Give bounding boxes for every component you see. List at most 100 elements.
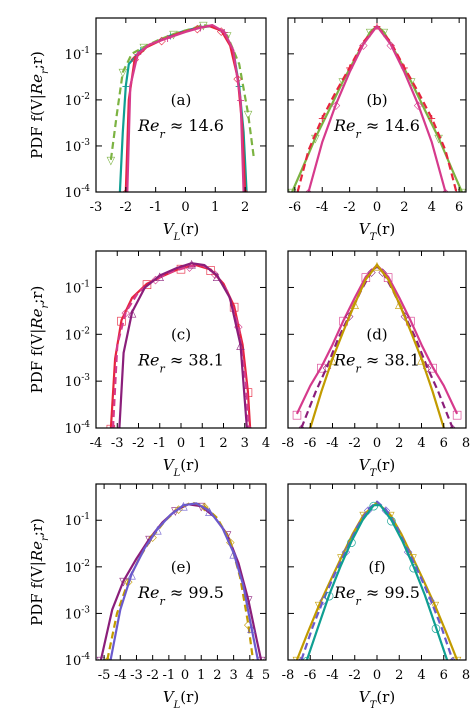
y-tick-label: 10-4 <box>65 652 91 669</box>
reynolds-label: Rer ≈ 99.5 <box>137 583 224 608</box>
y-axis-label: PDF f(V|Rer;r) <box>28 51 51 159</box>
data-point: + <box>452 186 461 199</box>
x-tick-label: 8 <box>462 436 470 451</box>
data-point: ◇ <box>234 320 243 333</box>
data-point: □ <box>427 361 437 374</box>
series-line <box>300 265 454 428</box>
panel-label: (b) <box>366 91 387 109</box>
panel-c: □□□□ □□□◇◇◇◇◇◇◇△△△△△△10-110-210-310-4-4 -3… <box>65 250 270 479</box>
y-tick-label: 10-1 <box>65 279 90 296</box>
axes-frame <box>95 483 267 661</box>
x-tick-label: -2 <box>132 436 145 451</box>
x-tick-label: 0 <box>373 668 381 683</box>
reynolds-label: Rer ≈ 14.6 <box>137 116 224 141</box>
data-point: □ <box>383 271 393 284</box>
x-tick-label: 8 <box>462 668 470 683</box>
x-tick-label: 1 <box>198 436 206 451</box>
data-point: ◇ <box>131 52 140 65</box>
x-tick-label: -2 <box>348 436 361 451</box>
data-point: ◇ <box>109 422 118 435</box>
axes-frame <box>95 17 267 193</box>
data-point: ▽ <box>431 599 440 612</box>
series-line <box>305 504 449 660</box>
data-point: ▽ <box>315 599 324 612</box>
x-tick-label: -1 <box>163 668 176 683</box>
data-point: ○ <box>409 561 419 574</box>
data-point: △ <box>351 298 360 311</box>
x-tick-label: -6 <box>304 436 317 451</box>
data-point: ▽ <box>434 132 443 145</box>
data-point: + <box>242 186 251 199</box>
data-point: ◇ <box>297 654 306 667</box>
x-tick-label: 2 <box>219 436 227 451</box>
data-point: + <box>123 186 132 199</box>
x-axis-label: VL(r) <box>163 220 199 243</box>
data-point: ◇ <box>364 504 373 517</box>
data-point: □ <box>106 422 116 435</box>
y-tick-label: 10-2 <box>65 559 90 576</box>
data-point: ◇ <box>359 38 368 51</box>
data-point: △ <box>247 621 256 634</box>
data-point: + <box>427 112 436 125</box>
series-line <box>109 502 259 660</box>
x-tick-label: 4 <box>417 436 425 451</box>
panel-d: □□□□ □□□□◇◇◇◇ ◇◇◇◇△△△△△△△-8 -6 -4 -2 0 2 4 6 8VT(r… <box>282 250 470 479</box>
series-line <box>124 25 247 192</box>
x-tick-label: -2 <box>348 668 361 683</box>
data-point: △ <box>187 257 196 270</box>
data-point: □ <box>116 314 126 327</box>
x-tick-label: -4 <box>326 668 339 683</box>
series-line <box>296 25 458 192</box>
panel-label: (f) <box>368 558 385 576</box>
series-line <box>309 264 445 428</box>
y-tick-label: 10-4 <box>65 420 91 437</box>
data-point: ▽ <box>408 551 417 564</box>
data-point: ◇ <box>297 422 306 435</box>
data-point: □ <box>229 300 239 313</box>
series-line <box>111 264 251 428</box>
x-tick-label: 6 <box>440 436 448 451</box>
data-point: + <box>163 32 172 45</box>
data-point: ▽ <box>380 26 389 39</box>
data-point: ◇ <box>423 361 432 374</box>
y-tick-label: 10-2 <box>65 326 90 343</box>
data-point: □ <box>316 361 326 374</box>
data-point: + <box>345 62 354 75</box>
data-point: ◇ <box>448 422 457 435</box>
data-point: + <box>121 80 130 93</box>
data-point: ▽ <box>453 654 462 667</box>
y-tick-label: 10-3 <box>65 373 91 390</box>
panel-e: ▽▽▽▽ ▽▽▽▽◇◇◇◇ ◇◇◇△△△△ △△△10-110-210-310-4-5… <box>65 483 270 711</box>
series-line <box>118 262 248 428</box>
series-line <box>300 500 454 660</box>
series-line <box>295 501 459 660</box>
x-tick-label: 0 <box>373 200 381 215</box>
reynolds-label: Rer ≈ 38.1 <box>333 351 420 376</box>
y-tick-label: 10-2 <box>65 92 90 109</box>
data-point: ◇ <box>414 98 423 111</box>
data-point: ◇ <box>441 186 450 199</box>
panel-label: (d) <box>366 326 387 344</box>
series-line <box>126 24 245 192</box>
x-tick-label: -2 <box>119 200 132 215</box>
data-point: + <box>400 62 409 75</box>
data-point: ▽ <box>257 654 266 667</box>
x-tick-label: -5 <box>98 668 111 683</box>
x-tick-label: 1 <box>211 200 219 215</box>
x-tick-label: 0 <box>181 668 189 683</box>
x-tick-label: -4 <box>114 668 127 683</box>
data-point: + <box>220 26 229 39</box>
data-point: ▽ <box>119 575 128 588</box>
data-point: ▽ <box>119 66 128 79</box>
x-tick-label: -6 <box>289 200 302 215</box>
data-point: ◇ <box>244 618 253 631</box>
x-tick-label: -3 <box>111 436 124 451</box>
x-axis-label: VT(r) <box>359 220 395 243</box>
x-tick-label: -2 <box>146 668 159 683</box>
data-point: ▽ <box>244 593 253 606</box>
data-point: △ <box>328 353 337 366</box>
data-point: ◇ <box>386 38 395 51</box>
x-tick-label: 2 <box>395 436 403 451</box>
data-point: ◇ <box>382 504 391 517</box>
data-point: ◇ <box>304 186 313 199</box>
